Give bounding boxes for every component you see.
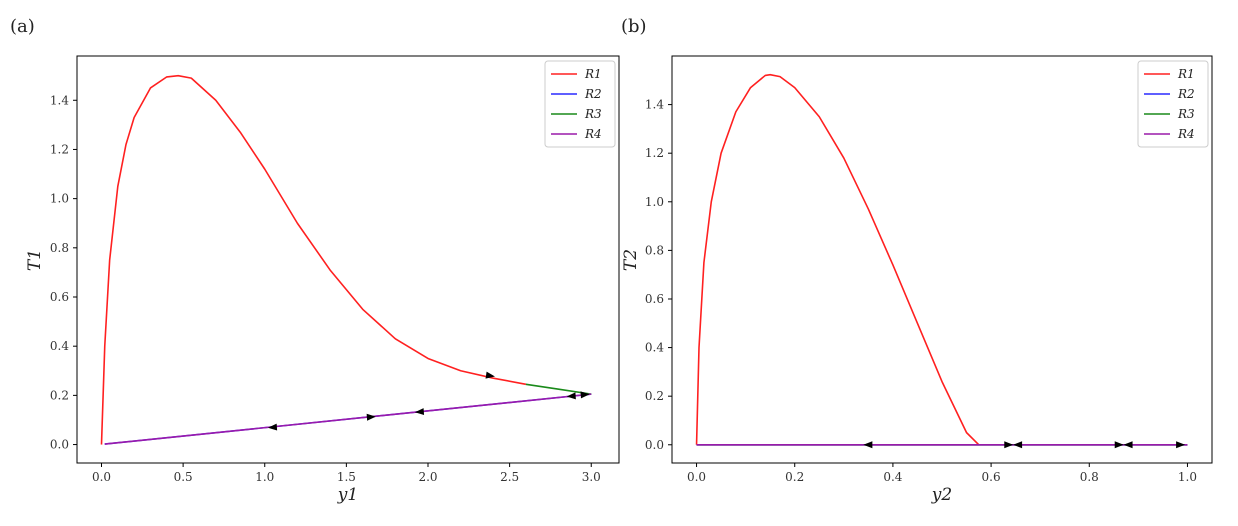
- x-tick-label: 0.0: [687, 470, 706, 484]
- panel-b-legend: R1 R2 R3 R4: [1137, 60, 1209, 148]
- panel-a-plot-area: [76, 55, 620, 464]
- panel-b-label: (b): [621, 16, 647, 37]
- panel-a-xlabel: y1: [337, 485, 358, 505]
- x-tick-label: 2.5: [500, 470, 519, 484]
- x-tick-label: 1.5: [337, 470, 356, 484]
- direction-arrow: [267, 423, 278, 431]
- panel-a-arrows: [267, 371, 590, 431]
- x-tick-label: 0.6: [982, 470, 1001, 484]
- panel-a-ticks: 0.0 0.5 1.0 1.5 2.0 2.5 3.0 0.0 0.2 0.4 0.6 0.8 1.0 1…: [50, 93, 601, 484]
- x-tick-label: 0.8: [1080, 470, 1099, 484]
- series-line-r3: [525, 383, 592, 395]
- series-line-r1: [100, 74, 527, 445]
- panel-b-xlabel: y2: [931, 485, 952, 505]
- panel-a: (a) 0.0 0.5 1.0 1.5 2.0 2.5 3.0 0.0 0.2 0.4 0.6 0.8…: [10, 16, 620, 505]
- panel-a-ylabel: T1: [25, 249, 45, 271]
- y-tick-label: 0.0: [50, 438, 69, 452]
- panel-a-xlabel-text: y1: [337, 485, 358, 505]
- x-tick-label: 1.0: [1178, 470, 1197, 484]
- series-line-r4: [104, 393, 592, 445]
- panel-b: (b) 0.0 0.2 0.4 0.6 0.8 1.0 0.0 0.2 0.4 0.6 0.8 1.0…: [621, 16, 1213, 505]
- direction-arrow: [1004, 441, 1014, 449]
- panel-a-legend: R1 R2 R3 R4: [544, 60, 616, 148]
- y-tick-label: 0.2: [645, 389, 664, 403]
- panel-a-label: (a): [10, 16, 35, 37]
- y-tick-label: 0.4: [645, 341, 664, 355]
- legend-box: [1137, 60, 1209, 148]
- x-tick-label: 0.5: [174, 470, 193, 484]
- y-tick-label: 1.2: [645, 146, 664, 160]
- direction-arrow: [580, 391, 590, 399]
- x-tick-label: 2.0: [418, 470, 437, 484]
- panel-b-ylabel-text: T2: [621, 249, 641, 271]
- x-tick-label: 0.2: [785, 470, 804, 484]
- panel-b-arrows: [863, 441, 1186, 449]
- legend-label-r4: R4: [1177, 127, 1195, 141]
- legend-label-r2: R2: [584, 87, 602, 101]
- y-tick-label: 0.0: [645, 438, 664, 452]
- panel-b-ylabel: T2: [621, 249, 641, 271]
- legend-label-r3: R3: [584, 107, 602, 121]
- y-tick-label: 1.0: [645, 195, 664, 209]
- x-tick-label: 1.0: [255, 470, 274, 484]
- legend-box: [544, 60, 616, 148]
- direction-arrow: [1114, 441, 1124, 449]
- direction-arrow: [1123, 441, 1133, 449]
- legend-label-r1: R1: [584, 67, 602, 81]
- y-tick-label: 0.8: [645, 243, 664, 257]
- y-tick-label: 1.4: [645, 98, 664, 112]
- direction-arrow: [1013, 441, 1023, 449]
- direction-arrow: [366, 413, 376, 421]
- panel-a-series: [100, 74, 592, 445]
- legend-label-r4: R4: [584, 127, 602, 141]
- legend-label-r3: R3: [1177, 107, 1195, 121]
- panel-b-ticks: 0.0 0.2 0.4 0.6 0.8 1.0 0.0 0.2 0.4 0.6 0.8 1.0 1.2 1…: [645, 98, 1197, 484]
- panel-b-plot-area: [671, 55, 1213, 464]
- direction-arrow: [414, 408, 425, 416]
- x-tick-label: 0.4: [883, 470, 902, 484]
- y-tick-label: 1.2: [50, 142, 69, 156]
- legend-label-r2: R2: [1177, 87, 1195, 101]
- y-tick-label: 1.4: [50, 93, 69, 107]
- x-tick-label: 3.0: [582, 470, 601, 484]
- panel-b-series: [695, 73, 1188, 446]
- x-tick-label: 0.0: [92, 470, 111, 484]
- panel-b-xlabel-text: y2: [931, 485, 952, 505]
- direction-arrow: [1176, 441, 1186, 449]
- y-tick-label: 0.4: [50, 339, 69, 353]
- direction-arrow: [566, 392, 576, 400]
- y-tick-label: 0.2: [50, 388, 69, 402]
- y-tick-label: 0.8: [50, 241, 69, 255]
- y-tick-label: 0.6: [645, 292, 664, 306]
- y-tick-label: 1.0: [50, 192, 69, 206]
- direction-arrow: [863, 441, 873, 449]
- direction-arrow: [485, 371, 495, 379]
- y-tick-label: 0.6: [50, 290, 69, 304]
- series-line-r1: [695, 73, 980, 446]
- legend-label-r1: R1: [1177, 67, 1195, 81]
- panel-a-ylabel-text: T1: [25, 249, 45, 271]
